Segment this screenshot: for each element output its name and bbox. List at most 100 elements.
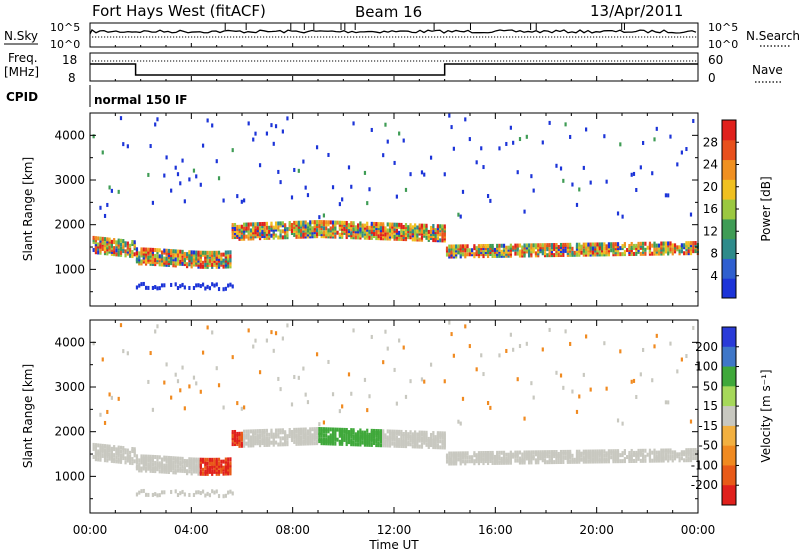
velocity-cell [402, 431, 405, 436]
power-cell [240, 228, 243, 233]
velocity-cell [450, 332, 453, 337]
velocity-cell [170, 468, 173, 473]
power-cell [290, 222, 294, 227]
velocity-cell [306, 400, 310, 405]
velocity-cell [418, 438, 421, 443]
velocity-cell [327, 427, 330, 432]
velocity-cell [480, 453, 483, 458]
power-cell [286, 116, 289, 121]
velocity-cell [653, 450, 656, 455]
velocity-cell [680, 452, 683, 457]
velocity-cell [366, 434, 369, 439]
velocity-cell [325, 433, 328, 438]
power-cell [455, 248, 458, 253]
velocity-cell [377, 443, 380, 448]
power-cell [653, 243, 656, 248]
velocity-cell [258, 443, 262, 448]
power-cell [587, 248, 590, 253]
velocity-cell [272, 436, 275, 441]
velocity-cell [630, 456, 633, 461]
power-cell [486, 194, 490, 199]
velocity-cell [366, 432, 369, 437]
velocity-colorbar-band [722, 366, 736, 387]
power-cell [115, 244, 118, 249]
velocity-cell [582, 455, 585, 460]
velocity-cell [534, 460, 538, 465]
velocity-cell [528, 456, 531, 461]
power-cell [543, 251, 547, 256]
velocity-cell [600, 453, 604, 458]
velocity-cell [156, 457, 159, 462]
power-cell [315, 234, 319, 239]
velocity-cell [165, 469, 168, 474]
power-cell [384, 236, 387, 241]
power-cell [147, 259, 150, 264]
power-cell [181, 249, 184, 254]
power-cell [436, 228, 440, 233]
power-cell [272, 233, 275, 238]
velocity-cell [386, 346, 389, 351]
nave-bottom-tick: 0 [708, 71, 716, 85]
velocity-cell [158, 469, 161, 474]
velocity-cell [240, 431, 243, 436]
velocity-cell [578, 455, 581, 460]
velocity-cell [110, 454, 113, 459]
velocity-cell [167, 461, 170, 466]
power-cell [632, 171, 636, 176]
power-cell [443, 230, 446, 235]
power-cell [436, 238, 440, 243]
velocity-cell [258, 370, 262, 375]
velocity-cell [491, 450, 494, 455]
power-cell [309, 232, 312, 237]
velocity-cell [653, 452, 656, 457]
power-cell [236, 194, 239, 199]
velocity-cell [500, 458, 503, 463]
power-cell [464, 252, 467, 257]
velocity-cell [165, 465, 168, 470]
velocity-cell [370, 428, 373, 433]
velocity-cell [502, 450, 506, 455]
velocity-cell [151, 458, 155, 463]
velocity-cell [281, 428, 284, 433]
velocity-cell [325, 437, 328, 442]
power-cell [600, 246, 604, 251]
velocity-cell [117, 447, 120, 452]
velocity-cell [268, 442, 271, 447]
power-cell [122, 142, 125, 147]
velocity-cell [238, 435, 241, 440]
power-cell [167, 250, 170, 255]
power-cell [516, 245, 519, 250]
power-cell [204, 254, 207, 259]
velocity-cell [240, 435, 243, 440]
nsearch-top-tick: 10^5 [708, 21, 738, 34]
velocity-cell [309, 437, 312, 442]
power-cell [372, 227, 376, 232]
velocity-cell [354, 432, 357, 437]
velocity-cell [377, 429, 380, 434]
velocity-cell [108, 454, 111, 459]
power-cell [243, 198, 246, 203]
power-cell [445, 246, 449, 251]
power-cell [398, 230, 401, 235]
power-cell [345, 229, 348, 234]
power-cell [110, 239, 113, 244]
power-cell [578, 248, 581, 253]
power-cell [443, 172, 446, 177]
velocity-cell [523, 452, 526, 457]
power-cell [238, 230, 241, 235]
velocity-cell [170, 458, 173, 463]
power-cell [167, 256, 170, 261]
velocity-cell [566, 455, 569, 460]
velocity-cell [436, 435, 440, 440]
velocity-cell [217, 469, 221, 474]
velocity-cell [249, 439, 253, 444]
power-cell [498, 249, 501, 254]
velocity-cell [115, 451, 118, 456]
power-cell [448, 248, 451, 253]
velocity-cell [398, 431, 401, 436]
power-cell [607, 248, 611, 253]
power-cell [338, 234, 341, 239]
velocity-cell [368, 438, 371, 443]
power-cell [135, 251, 139, 256]
velocity-cell [343, 429, 346, 434]
